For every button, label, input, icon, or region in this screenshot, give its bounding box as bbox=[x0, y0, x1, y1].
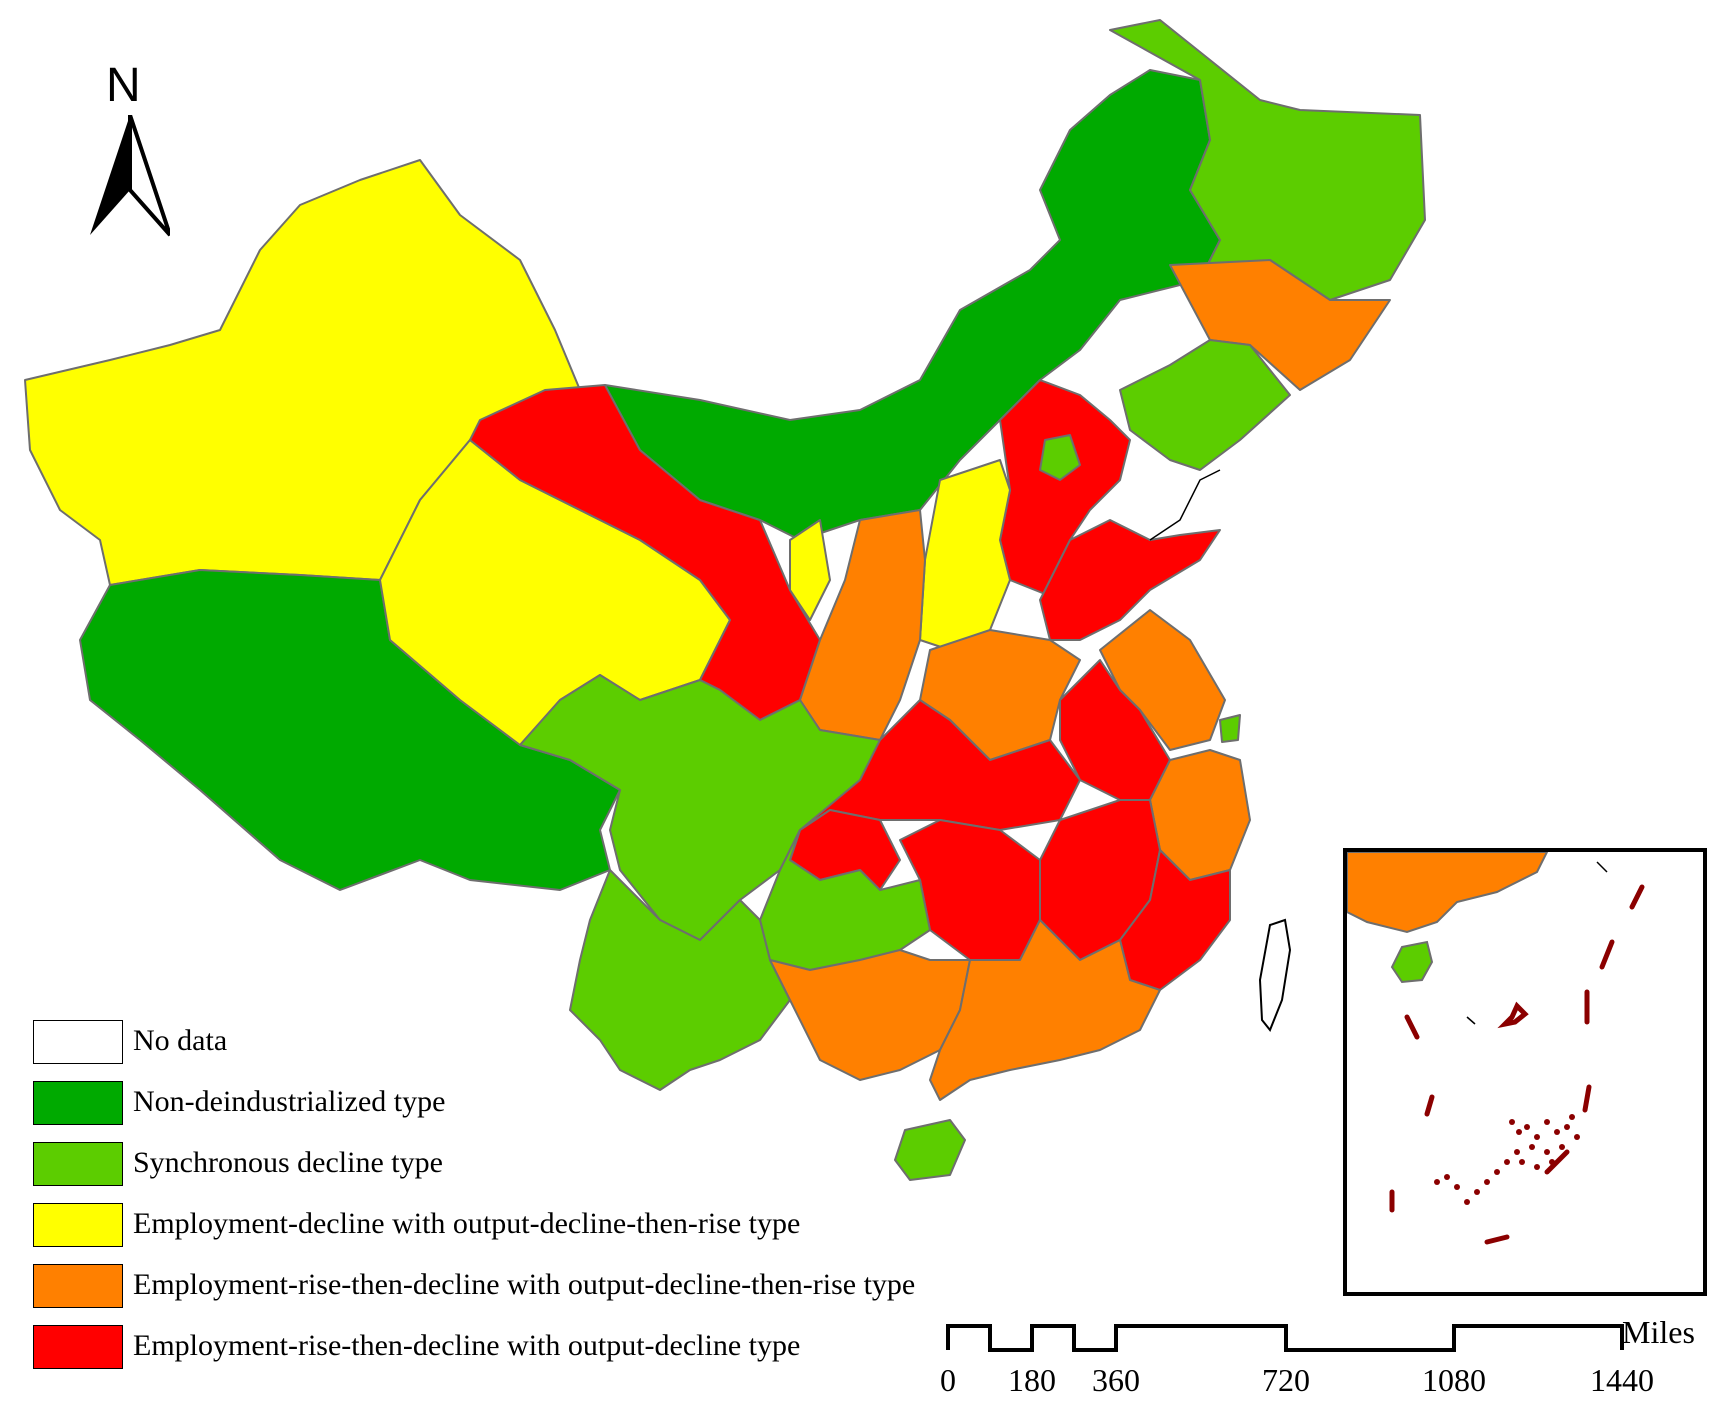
inset-dot-cluster bbox=[1434, 1114, 1580, 1205]
coast-line bbox=[1149, 469, 1221, 541]
inset-white-islands bbox=[1466, 861, 1608, 1025]
legend-item-emp-rd-output-dr: Employment-rise-then-decline with output… bbox=[33, 1264, 1153, 1312]
region-heilongjiang bbox=[1109, 19, 1426, 301]
legend-label: No data bbox=[133, 1024, 228, 1057]
scale-unit: Miles bbox=[1622, 1314, 1695, 1350]
legend-swatch bbox=[33, 1142, 123, 1186]
legend-swatch bbox=[33, 1081, 123, 1125]
legend-item-synchronous-decline: Synchronous decline type bbox=[33, 1142, 1153, 1190]
region-yunnan bbox=[569, 869, 791, 1091]
region-guangdong bbox=[929, 919, 1161, 1101]
scale-tick-label: 1080 bbox=[1422, 1362, 1486, 1398]
region-shanghai bbox=[1219, 714, 1241, 743]
legend-label: Employment-rise-then-decline with output… bbox=[133, 1268, 916, 1301]
scale-tick-label: 180 bbox=[1008, 1362, 1056, 1398]
region-shandong bbox=[1039, 519, 1221, 641]
region-taiwan bbox=[1258, 918, 1292, 1032]
inset-hainan bbox=[1390, 940, 1434, 984]
region-hainan bbox=[894, 1119, 966, 1181]
scale-tick-label: 360 bbox=[1092, 1362, 1140, 1398]
region-beijing bbox=[1039, 434, 1081, 481]
legend-label: Synchronous decline type bbox=[133, 1146, 443, 1179]
north-arrow-icon bbox=[90, 115, 170, 237]
legend-item-non-deindustrialized: Non-deindustrialized type bbox=[33, 1081, 1153, 1129]
legend-label: Non-deindustrialized type bbox=[133, 1085, 446, 1118]
scale-tick-label: 720 bbox=[1262, 1362, 1310, 1398]
legend-swatch bbox=[33, 1203, 123, 1247]
legend-swatch bbox=[33, 1264, 123, 1308]
scale-bar bbox=[946, 1324, 1624, 1352]
legend-swatch bbox=[33, 1325, 123, 1369]
south-china-sea-inset bbox=[1343, 848, 1707, 1296]
inset-islands bbox=[1389, 884, 1645, 1245]
scale-tick-label: 1440 bbox=[1590, 1362, 1654, 1398]
region-ningxia bbox=[789, 519, 831, 621]
inset-mainland bbox=[1346, 851, 1549, 934]
inset-map bbox=[1346, 851, 1645, 1245]
region-inner-mongolia bbox=[604, 69, 1221, 541]
legend-label: Employment-rise-then-decline with output… bbox=[133, 1329, 801, 1362]
region-liaoning bbox=[1119, 339, 1291, 471]
legend-item-no-data: No data bbox=[33, 1020, 1153, 1068]
legend-item-emp-rd-output-decline: Employment-rise-then-decline with output… bbox=[33, 1325, 1153, 1373]
legend-label: Employment-decline with output-decline-t… bbox=[133, 1207, 801, 1240]
scale-tick-label: 0 bbox=[940, 1362, 956, 1398]
legend-swatch bbox=[33, 1020, 123, 1064]
legend-item-emp-decline-output-dr: Employment-decline with output-decline-t… bbox=[33, 1203, 1153, 1251]
north-arrow-label: N bbox=[106, 59, 141, 112]
